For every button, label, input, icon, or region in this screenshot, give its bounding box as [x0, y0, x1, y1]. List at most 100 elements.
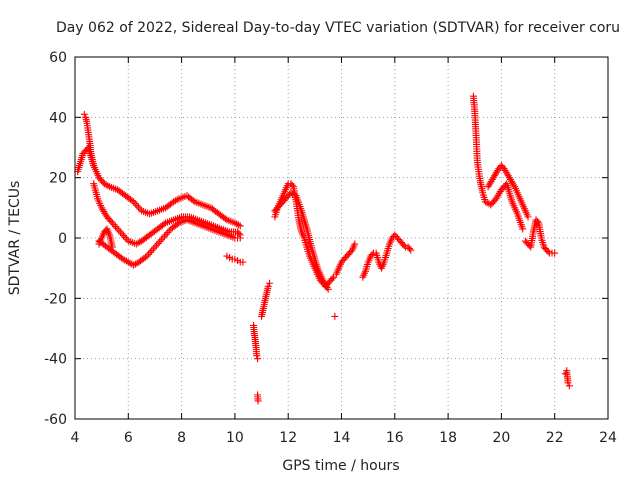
y-axis-label: SDTVAR / TECUs	[7, 181, 23, 296]
data-point	[231, 219, 239, 227]
data-point	[533, 217, 541, 225]
series-arc-peak-19h	[469, 92, 527, 233]
data-point	[171, 197, 179, 205]
data-point	[119, 255, 127, 263]
data-point	[162, 230, 170, 238]
series-arc-hump-12h	[271, 180, 338, 290]
data-point	[134, 203, 142, 211]
data-point	[233, 220, 241, 228]
data-point	[407, 246, 415, 254]
data-point	[234, 221, 242, 229]
data-point	[347, 248, 355, 256]
data-point	[236, 222, 244, 230]
data-point	[254, 397, 262, 405]
data-point	[126, 259, 134, 267]
x-tick-label: 10	[226, 430, 244, 446]
data-points	[74, 92, 573, 405]
data-point	[266, 279, 274, 287]
data-point	[80, 110, 88, 118]
data-point	[159, 234, 167, 242]
chart-title: Day 062 of 2022, Sidereal Day-to-day VTE…	[56, 20, 620, 36]
data-point	[90, 162, 98, 170]
data-point	[113, 224, 121, 232]
data-point	[331, 312, 339, 320]
data-point	[239, 258, 247, 266]
data-point	[132, 240, 140, 248]
data-point	[236, 234, 244, 242]
data-point	[165, 227, 173, 235]
series-arc-9.7h	[223, 252, 247, 266]
x-tick-label: 4	[71, 430, 80, 446]
series-arc-19.5h	[484, 162, 532, 221]
data-point	[288, 181, 296, 189]
data-point	[173, 196, 181, 204]
data-point	[107, 217, 115, 225]
data-point	[130, 261, 138, 269]
data-point	[153, 241, 161, 249]
series-arc-upper-early	[74, 144, 244, 230]
series-arc-scatter-5h	[95, 225, 116, 251]
series-arc-isolated-13.7h	[331, 312, 339, 320]
x-tick-label: 12	[279, 430, 297, 446]
data-point	[551, 249, 559, 257]
y-tick-label: -60	[44, 412, 67, 428]
data-point	[151, 243, 159, 251]
x-tick-label: 22	[546, 430, 564, 446]
data-point	[120, 232, 128, 240]
data-point	[121, 233, 129, 241]
data-point	[254, 355, 262, 363]
data-point	[124, 258, 132, 266]
data-point	[100, 180, 108, 188]
series-arc-hump-12h-b	[271, 189, 332, 293]
x-tick-label: 8	[177, 430, 186, 446]
data-point	[328, 275, 336, 283]
data-point	[115, 226, 123, 234]
data-point	[141, 253, 149, 261]
data-point	[157, 236, 165, 244]
x-tick-label: 20	[492, 430, 510, 446]
data-point	[145, 250, 153, 258]
data-point	[235, 229, 243, 237]
data-point	[104, 182, 112, 190]
axis-ticks: 4 6 8 10 12 14 16 18 20 22 24 -60 -40 -20 0 20 40 60	[44, 50, 617, 446]
data-point	[154, 239, 162, 247]
y-tick-label: -40	[44, 352, 67, 368]
data-point	[102, 181, 110, 189]
data-point	[128, 197, 136, 205]
data-point	[112, 223, 120, 231]
series-arc-10.8-low	[254, 391, 262, 405]
series-arc-rise-11h	[258, 279, 274, 320]
series-arc-middle-early	[90, 180, 244, 248]
series-arc-rise-14h	[332, 240, 359, 278]
x-tick-label: 16	[386, 430, 404, 446]
data-point	[351, 240, 359, 248]
data-point	[148, 247, 156, 255]
data-point	[116, 228, 124, 236]
data-point	[287, 189, 295, 197]
data-point	[146, 248, 154, 256]
data-point	[264, 282, 272, 290]
y-tick-label: 20	[49, 171, 67, 187]
data-point	[170, 198, 178, 206]
grid-lines	[75, 57, 608, 419]
data-point	[524, 213, 532, 221]
data-point	[161, 232, 169, 240]
series-arc-drop-10.8h	[250, 321, 262, 363]
data-point	[134, 239, 142, 247]
x-tick-label: 14	[333, 430, 351, 446]
series-arc-21h	[521, 216, 559, 257]
data-point	[118, 230, 126, 238]
data-point	[123, 257, 131, 265]
data-point	[481, 198, 489, 206]
data-point	[121, 256, 129, 264]
data-point	[289, 190, 297, 198]
data-point	[149, 245, 157, 253]
data-point	[519, 225, 527, 233]
y-tick-label: 40	[49, 110, 67, 126]
series-arc-22.5h	[561, 367, 573, 390]
x-tick-label: 24	[599, 430, 617, 446]
y-tick-label: 0	[58, 231, 67, 247]
data-point	[253, 352, 261, 360]
x-tick-label: 18	[439, 430, 457, 446]
